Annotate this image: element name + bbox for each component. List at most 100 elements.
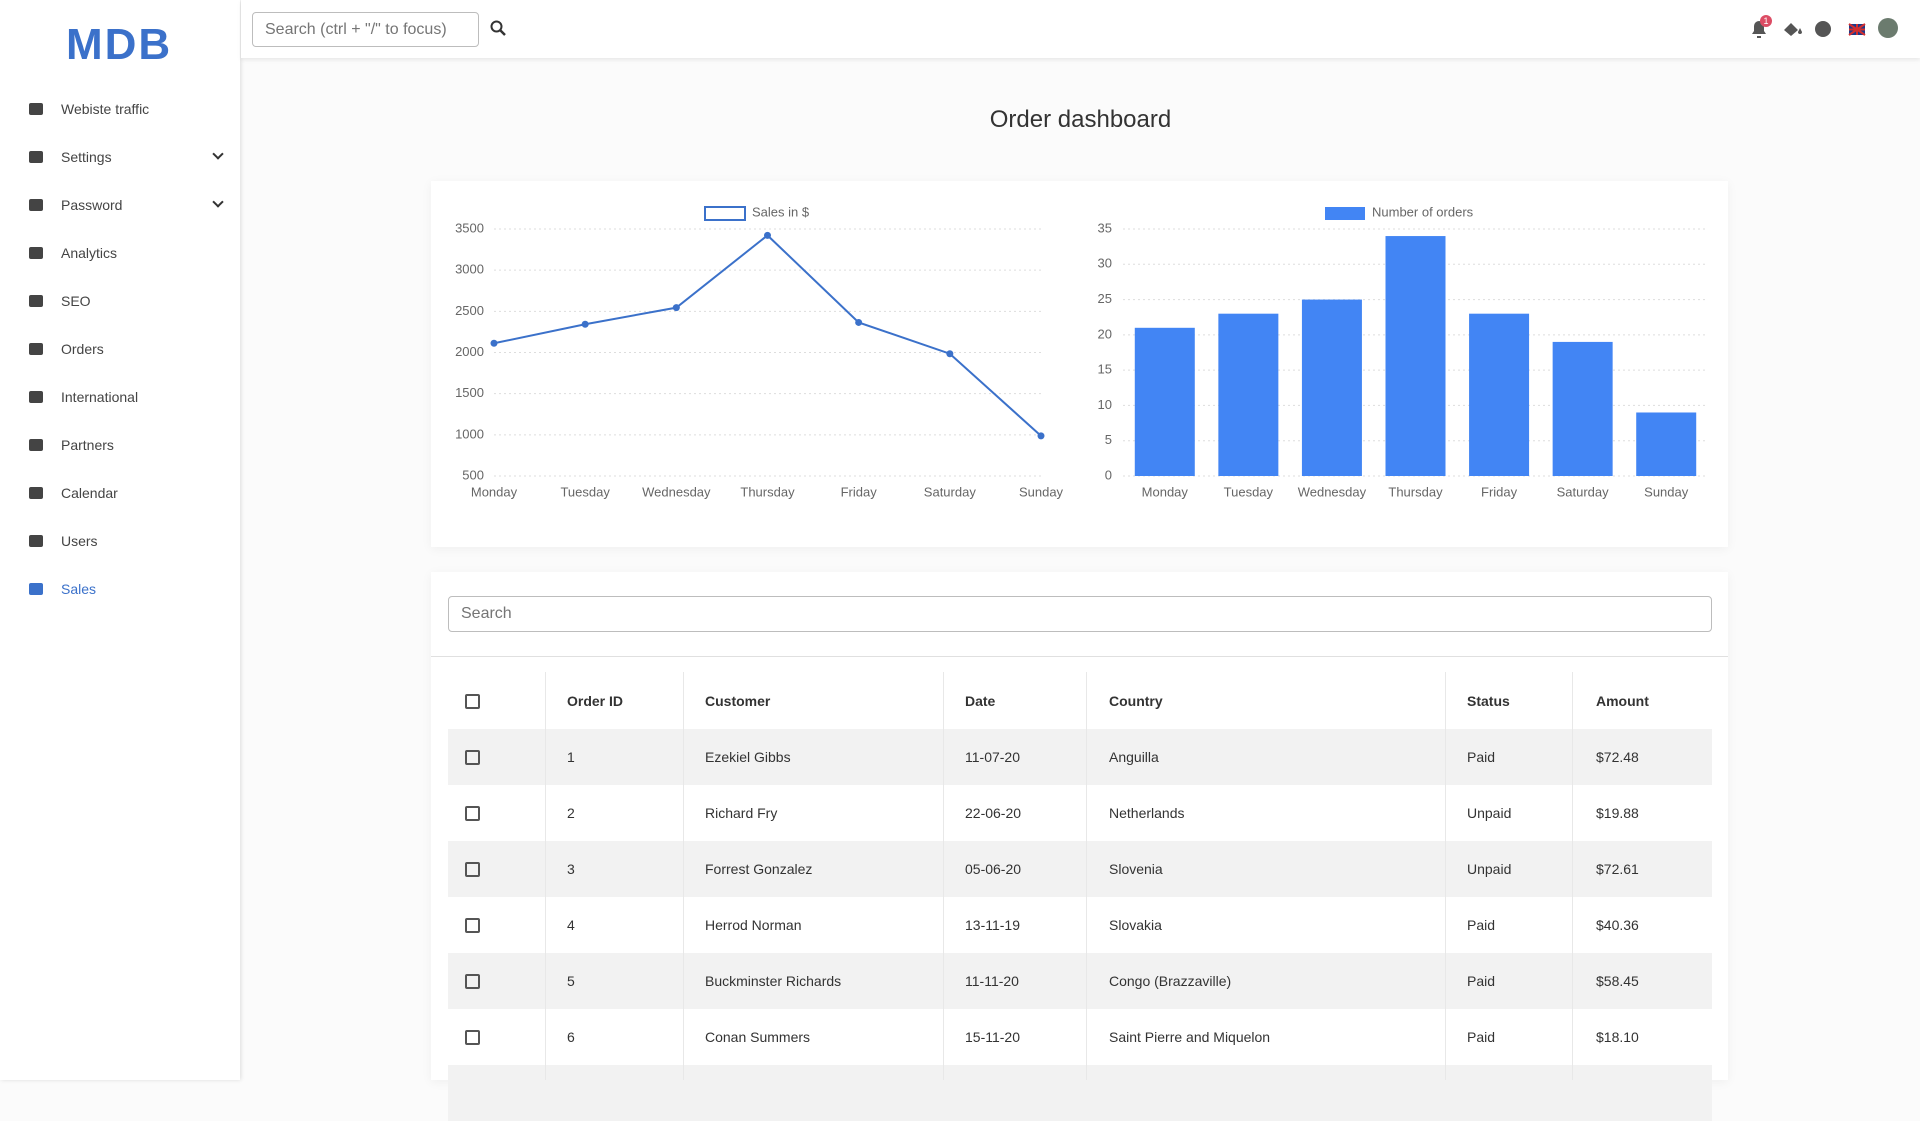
y-tick-label: 2000 (455, 344, 484, 359)
row-stripe (448, 953, 1712, 1009)
badge-count: 1 (1763, 16, 1768, 26)
table-cell: $58.45 (1596, 973, 1639, 989)
point (581, 320, 589, 328)
bar (1134, 327, 1195, 476)
nav-label: Settings (61, 149, 112, 165)
avatar[interactable] (1878, 18, 1898, 38)
x-tick-label: Saturday (1557, 484, 1610, 499)
x-tick-label: Saturday (924, 484, 977, 499)
nav-icon (29, 199, 43, 211)
table-cell: Paid (1467, 749, 1496, 765)
table-cell: $72.48 (1596, 749, 1639, 765)
table-cell: Slovenia (1109, 861, 1163, 877)
header-search[interactable]: Search (ctrl + "/" to focus) (252, 12, 479, 47)
nav-item[interactable]: Partners (0, 425, 240, 465)
checkbox[interactable] (465, 974, 480, 989)
y-tick-label: 3500 (455, 220, 484, 235)
nav-label: Orders (61, 341, 104, 357)
point (946, 350, 954, 358)
nav-item[interactable]: International (0, 377, 240, 417)
table-cell: Richard Fry (705, 805, 778, 821)
nav-label: Webiste traffic (61, 101, 150, 117)
column-header: Customer (705, 693, 771, 709)
column-separator (943, 672, 944, 1080)
y-tick-label: 0 (1105, 467, 1112, 482)
x-tick-label: Tuesday (1224, 484, 1274, 499)
table-cell: 5 (567, 973, 575, 989)
x-tick-label: Sunday (1644, 484, 1689, 499)
table-cell: Forrest Gonzalez (705, 861, 813, 877)
x-tick-label: Friday (841, 484, 878, 499)
checkbox[interactable] (465, 1030, 480, 1045)
nav-icon (29, 487, 43, 499)
table-cell: 6 (567, 1029, 575, 1045)
nav-label: International (61, 389, 139, 405)
sidebar: MDB Webiste traffic Settings Password Analy… (0, 0, 240, 1080)
nav-icon (29, 583, 43, 595)
nav-icon (29, 247, 43, 259)
column-separator (1086, 672, 1087, 1080)
table-cell: Buckminster Richards (705, 973, 842, 989)
table-cell: 15-11-20 (965, 1029, 1021, 1045)
point (490, 339, 498, 347)
checkbox[interactable] (465, 750, 480, 765)
x-tick-label: Thursday (740, 484, 795, 499)
line (493, 234, 1042, 437)
row-stripe (448, 841, 1712, 897)
table-cell: 2 (567, 805, 575, 821)
x-tick-label: Friday (1481, 484, 1518, 499)
point (764, 231, 771, 239)
nav-item[interactable]: Webiste traffic (0, 89, 240, 129)
column-header: Amount (1596, 693, 1649, 709)
nav-label: Calendar (61, 485, 118, 501)
point (1037, 432, 1045, 440)
column-separator (1572, 672, 1573, 1080)
nav-item[interactable]: Analytics (0, 233, 240, 273)
header-icons: 1 (1752, 15, 1898, 38)
nav-label: SEO (61, 293, 91, 309)
theme-icon[interactable] (1784, 23, 1802, 36)
table-card: Search Order ID Customer Date Country Status… (431, 572, 1728, 1121)
nav-item[interactable]: SEO (0, 281, 240, 321)
y-tick-label: 15 (1098, 362, 1112, 377)
search-placeholder: Search (ctrl + "/" to focus) (265, 20, 447, 38)
nav-label: Password (61, 197, 123, 213)
checkbox[interactable] (465, 694, 480, 709)
x-tick-label: Monday (471, 484, 518, 499)
nav-item[interactable]: Password (0, 185, 240, 225)
table-search[interactable]: Search (448, 596, 1712, 632)
nav-item[interactable]: Orders (0, 329, 240, 369)
checkbox[interactable] (465, 918, 480, 933)
nav-label: Analytics (61, 245, 118, 261)
nav-item[interactable]: Settings (0, 137, 240, 177)
table-cell: 11-11-20 (965, 973, 1019, 989)
y-tick-label: 35 (1098, 220, 1112, 235)
checkbox[interactable] (465, 806, 480, 821)
table-cell: $18.10 (1596, 1029, 1639, 1045)
nav-icon (29, 439, 43, 451)
nav-item[interactable]: Users (0, 521, 240, 561)
nav-icon (29, 391, 43, 403)
nav-icon (29, 103, 43, 115)
checkbox[interactable] (465, 862, 480, 877)
github-icon[interactable] (1815, 21, 1831, 37)
nav-item[interactable]: Calendar (0, 473, 240, 513)
legend-swatch (1325, 207, 1365, 220)
legend-swatch (704, 206, 746, 221)
search-icon[interactable] (490, 20, 506, 36)
table-cell: Paid (1467, 1029, 1496, 1045)
nav-item[interactable]: Sales (0, 569, 240, 609)
column-separator (545, 672, 546, 1080)
point (855, 318, 863, 326)
table-search-placeholder: Search (461, 605, 512, 622)
table-cell: Anguilla (1109, 749, 1159, 765)
table-cell: 4 (567, 917, 575, 933)
table-cell: 05-06-20 (965, 861, 1022, 877)
logo[interactable]: MDB (66, 20, 173, 69)
y-tick-label: 2500 (455, 303, 484, 318)
table-cell: $40.36 (1596, 917, 1639, 933)
y-tick-label: 30 (1098, 256, 1112, 271)
y-tick-label: 10 (1098, 397, 1112, 412)
column-separator (683, 672, 684, 1080)
table-cell: 3 (567, 861, 575, 877)
